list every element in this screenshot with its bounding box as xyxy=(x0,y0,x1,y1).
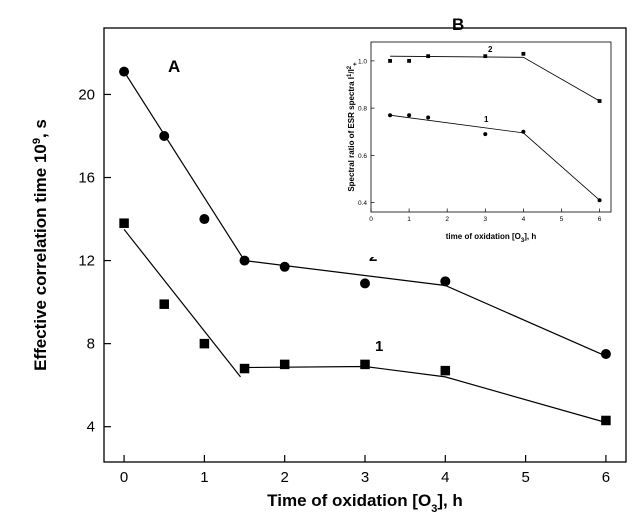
main-series-label-1: 1 xyxy=(375,338,383,355)
inset-point-series-2 xyxy=(407,58,411,63)
inset-fit-line-2 xyxy=(389,55,600,102)
main-fit-line-2 xyxy=(123,71,246,261)
main-y-tick-label: 16 xyxy=(78,170,95,187)
inset-point-series-1 xyxy=(483,132,488,137)
main-fit-line-2 xyxy=(244,260,607,357)
inset-x-tick-label: 5 xyxy=(560,216,564,223)
main-point-series-1 xyxy=(119,218,129,228)
inset-x-tick-label: 2 xyxy=(445,216,449,223)
main-panel-label: A xyxy=(168,57,180,76)
main-point-series-2 xyxy=(360,278,370,289)
main-x-tick-label: 0 xyxy=(120,469,128,486)
main-point-series-1 xyxy=(601,415,611,426)
main-x-tick-label: 4 xyxy=(441,469,449,486)
inset-y-tick-label: 0.8 xyxy=(358,106,367,113)
main-point-series-2 xyxy=(119,66,130,77)
inset-point-series-2 xyxy=(426,54,431,59)
main-point-series-1 xyxy=(279,359,290,370)
inset-x-tick-label: 4 xyxy=(522,216,526,223)
inset-point-series-2 xyxy=(388,58,392,63)
inset-y-axis-title: Spectral ratio of ESR spectra I1/I2+ xyxy=(347,62,359,192)
main-y-tick-label: 12 xyxy=(78,253,95,270)
inset-x-tick-label: 6 xyxy=(598,216,602,223)
inset-x-axis: 0 1 2 3 4 5 6 xyxy=(369,208,602,223)
main-y-tick-label: 20 xyxy=(78,86,95,103)
main-point-series-1 xyxy=(440,365,451,376)
inset-point-series-2 xyxy=(483,54,488,59)
inset-point-series-1 xyxy=(407,113,412,118)
inset-point-series-1 xyxy=(388,113,393,118)
inset-x-tick-label: 0 xyxy=(369,216,373,223)
main-x-axis-title: Time of oxidation [O3], h xyxy=(267,491,463,515)
inset-x-tick-label: 1 xyxy=(407,216,411,223)
main-y-tick-label: 8 xyxy=(87,336,95,353)
main-point-series-1 xyxy=(239,363,250,374)
main-point-series-2 xyxy=(279,261,290,272)
inset-background xyxy=(340,35,625,257)
inset-point-series-1 xyxy=(426,115,431,120)
inset-point-series-2 xyxy=(521,51,526,56)
inset-y-tick-label: 1.0 xyxy=(358,58,367,65)
inset-series-label-1: 1 xyxy=(484,115,489,124)
main-data-points xyxy=(119,66,611,426)
main-point-series-2 xyxy=(239,255,250,266)
main-point-series-2 xyxy=(440,276,451,287)
main-x-tick-label: 3 xyxy=(361,469,369,486)
main-point-series-2 xyxy=(159,130,170,141)
inset-y-axis: 0.4 0.6 0.8 1.0 xyxy=(358,58,375,207)
inset-plot-frame xyxy=(370,41,612,213)
inset-x-tick-label: 3 xyxy=(483,216,487,223)
inset-series-label-2: 2 xyxy=(488,45,493,54)
main-fit-line-1 xyxy=(244,365,607,424)
main-y-axis: 4 8 12 16 20 xyxy=(78,86,111,436)
main-x-axis: 0 1 2 3 4 5 6 xyxy=(120,455,610,486)
main-point-series-2 xyxy=(600,349,611,360)
inset-point-series-1 xyxy=(521,129,526,134)
main-y-axis-title: Effective correlation time 109, s xyxy=(31,119,50,371)
main-x-tick-label: 5 xyxy=(521,469,529,486)
main-point-series-1 xyxy=(159,299,169,309)
inset-plot: 0 1 2 3 4 5 6 0.4 0.6 0.8 1.0 B 2 1 time of oxida… xyxy=(340,15,625,257)
inset-y-tick-label: 0.6 xyxy=(358,153,367,160)
main-x-tick-label: 1 xyxy=(200,469,208,486)
inset-panel-label: B xyxy=(452,15,464,34)
main-x-tick-label: 6 xyxy=(602,469,610,486)
inset-x-axis-title: time of oxidation [O3], h xyxy=(446,232,537,244)
main-fit-line-1 xyxy=(123,229,241,378)
main-point-series-1 xyxy=(360,359,370,370)
main-point-series-1 xyxy=(199,338,210,349)
inset-data-points xyxy=(388,51,602,203)
main-x-tick-label: 2 xyxy=(281,469,289,486)
inset-y-tick-label: 0.4 xyxy=(358,200,367,207)
main-point-series-2 xyxy=(199,214,210,225)
inset-point-series-1 xyxy=(597,198,602,203)
main-y-tick-label: 4 xyxy=(87,419,95,436)
inset-point-series-2 xyxy=(597,99,602,103)
